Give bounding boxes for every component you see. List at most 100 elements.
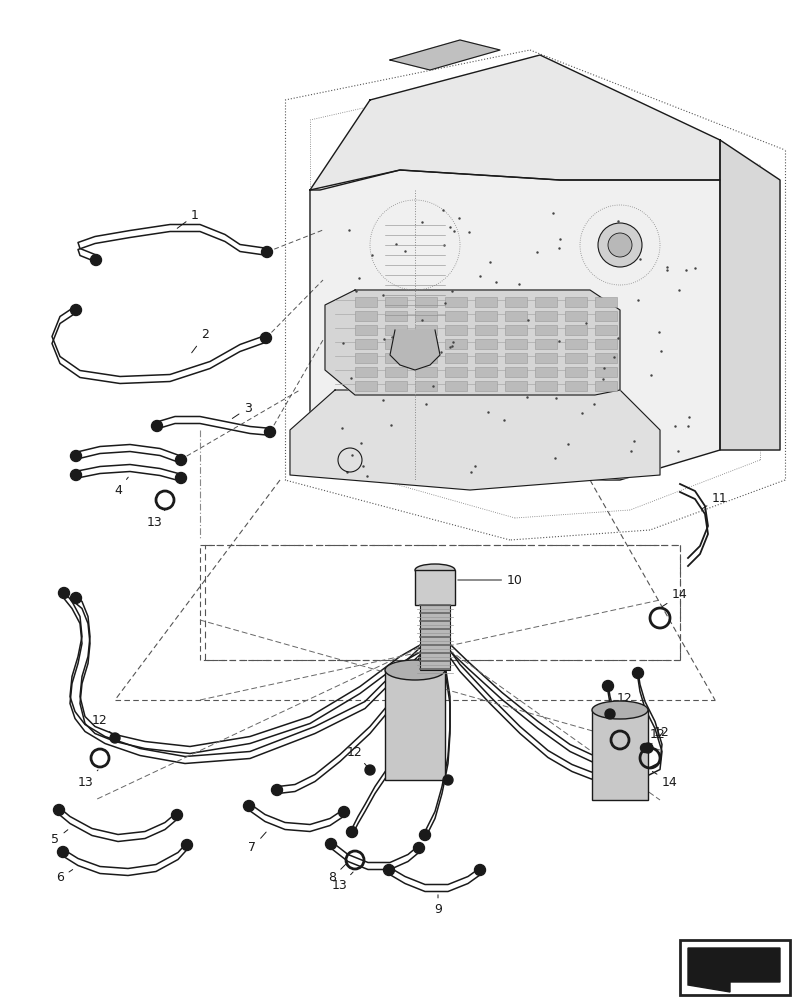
Text: 9: 9 xyxy=(434,895,441,916)
Circle shape xyxy=(443,775,453,785)
Bar xyxy=(414,353,436,363)
Text: 13: 13 xyxy=(621,752,642,768)
Circle shape xyxy=(632,668,642,678)
Text: 8: 8 xyxy=(328,864,345,884)
Polygon shape xyxy=(384,670,444,780)
Text: 4: 4 xyxy=(114,477,128,496)
Circle shape xyxy=(325,838,336,849)
Bar xyxy=(504,339,526,349)
Circle shape xyxy=(419,829,430,840)
Polygon shape xyxy=(324,290,620,395)
Bar xyxy=(474,381,496,391)
Bar xyxy=(444,325,466,335)
Circle shape xyxy=(365,765,375,775)
Circle shape xyxy=(261,246,272,257)
Bar xyxy=(534,381,556,391)
Circle shape xyxy=(604,709,614,719)
Bar xyxy=(594,367,616,377)
Circle shape xyxy=(71,304,81,316)
Bar xyxy=(564,353,586,363)
Circle shape xyxy=(413,842,424,853)
Ellipse shape xyxy=(384,660,444,680)
Bar xyxy=(534,311,556,321)
Bar xyxy=(354,353,376,363)
Text: 13: 13 xyxy=(78,770,98,788)
Text: 7: 7 xyxy=(247,832,266,854)
Bar xyxy=(564,367,586,377)
Circle shape xyxy=(182,839,192,850)
Bar xyxy=(444,311,466,321)
Circle shape xyxy=(264,426,275,438)
Bar xyxy=(354,339,376,349)
Circle shape xyxy=(71,470,81,481)
Polygon shape xyxy=(389,40,500,70)
Bar xyxy=(534,353,556,363)
Bar xyxy=(564,381,586,391)
Text: 13: 13 xyxy=(147,510,165,528)
Bar xyxy=(679,940,789,995)
Bar xyxy=(504,367,526,377)
Bar xyxy=(414,381,436,391)
Circle shape xyxy=(175,454,187,466)
Circle shape xyxy=(642,743,652,753)
Bar xyxy=(474,311,496,321)
Bar xyxy=(414,367,436,377)
Bar xyxy=(384,311,406,321)
Bar xyxy=(384,297,406,307)
Bar xyxy=(354,381,376,391)
Text: 5: 5 xyxy=(51,830,68,846)
Circle shape xyxy=(338,806,349,817)
Bar xyxy=(384,325,406,335)
Polygon shape xyxy=(290,390,659,490)
Text: 14: 14 xyxy=(662,588,687,606)
Circle shape xyxy=(383,864,394,876)
Bar xyxy=(354,311,376,321)
Circle shape xyxy=(607,233,631,257)
Bar xyxy=(414,325,436,335)
Ellipse shape xyxy=(591,701,647,719)
Text: 13: 13 xyxy=(332,872,353,892)
Bar xyxy=(414,339,436,349)
Polygon shape xyxy=(310,170,719,480)
Circle shape xyxy=(474,864,485,876)
Bar xyxy=(504,297,526,307)
Bar xyxy=(354,325,376,335)
Bar xyxy=(444,353,466,363)
Bar xyxy=(594,353,616,363)
Bar xyxy=(534,367,556,377)
Bar xyxy=(444,297,466,307)
Text: 12: 12 xyxy=(431,756,448,777)
Bar xyxy=(594,339,616,349)
Bar xyxy=(474,325,496,335)
Bar xyxy=(384,353,406,363)
Polygon shape xyxy=(719,140,779,450)
Bar xyxy=(504,325,526,335)
Bar xyxy=(444,367,466,377)
Bar xyxy=(384,367,406,377)
Bar xyxy=(384,339,406,349)
Text: 14: 14 xyxy=(651,771,677,788)
Text: 1: 1 xyxy=(177,209,199,228)
Bar xyxy=(534,325,556,335)
Text: 10: 10 xyxy=(457,574,522,586)
Circle shape xyxy=(109,733,120,743)
Circle shape xyxy=(71,450,81,462)
Circle shape xyxy=(71,592,81,603)
Text: 2: 2 xyxy=(191,328,208,353)
Bar xyxy=(594,325,616,335)
Circle shape xyxy=(260,332,271,344)
Polygon shape xyxy=(310,55,719,190)
Circle shape xyxy=(58,846,68,857)
Bar xyxy=(354,297,376,307)
Bar xyxy=(474,297,496,307)
Polygon shape xyxy=(687,948,779,992)
Circle shape xyxy=(346,827,357,837)
Bar xyxy=(354,367,376,377)
Bar xyxy=(419,605,449,670)
Bar xyxy=(564,311,586,321)
Bar xyxy=(384,381,406,391)
Bar xyxy=(594,381,616,391)
Bar xyxy=(534,297,556,307)
Bar xyxy=(504,353,526,363)
Bar xyxy=(444,381,466,391)
